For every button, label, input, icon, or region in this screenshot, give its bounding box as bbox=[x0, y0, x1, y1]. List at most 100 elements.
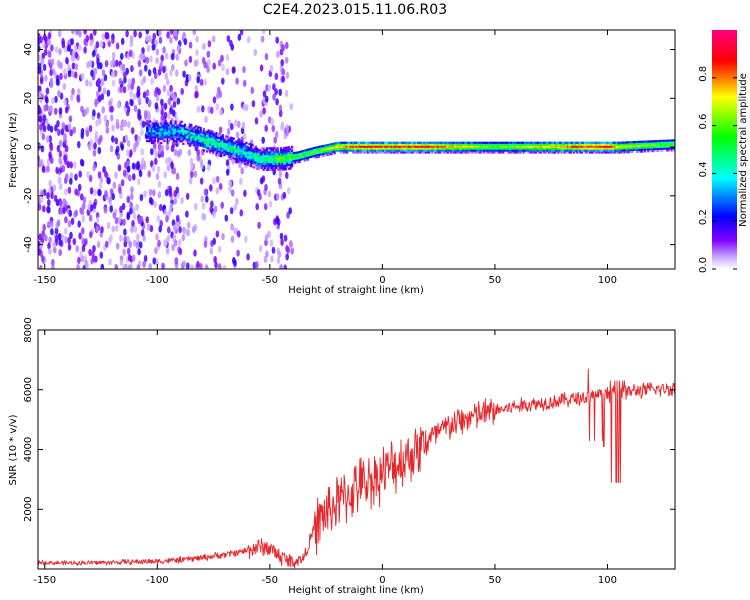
heatmap-cell bbox=[497, 147, 500, 150]
heatmap-cell bbox=[187, 130, 190, 133]
heatmap-cell bbox=[325, 154, 328, 157]
heatmap-cell bbox=[486, 149, 489, 152]
heatmap-cell bbox=[125, 30, 129, 38]
heatmap-cell bbox=[328, 149, 331, 152]
heatmap-cell bbox=[475, 149, 478, 152]
heatmap-cell bbox=[155, 124, 158, 127]
heatmap-cell bbox=[226, 143, 229, 146]
heatmap-cell bbox=[199, 136, 202, 139]
heatmap-cell bbox=[642, 140, 645, 143]
heatmap-cell bbox=[599, 151, 602, 154]
heatmap-cell bbox=[199, 138, 202, 141]
heatmap-cell bbox=[502, 147, 505, 150]
heatmap-cell bbox=[651, 150, 654, 153]
heatmap-cell bbox=[231, 156, 234, 159]
heatmap-cell bbox=[576, 147, 579, 150]
heatmap-cell bbox=[546, 147, 549, 150]
heatmap-cell bbox=[212, 131, 215, 134]
heatmap-cell bbox=[180, 132, 183, 135]
heatmap-cell bbox=[246, 152, 250, 155]
heatmap-cell bbox=[284, 152, 287, 155]
heatmap-cell bbox=[637, 148, 640, 151]
heatmap-cell bbox=[270, 168, 273, 171]
heatmap-cell bbox=[164, 52, 169, 60]
heatmap-cell bbox=[388, 149, 391, 152]
heatmap-cell bbox=[623, 151, 626, 154]
heatmap-cell bbox=[66, 44, 71, 53]
heatmap-cell bbox=[354, 143, 357, 146]
heatmap-cell bbox=[664, 147, 667, 150]
heatmap-cell bbox=[179, 138, 182, 141]
heatmap-cell bbox=[157, 138, 160, 141]
heatmap-cell bbox=[284, 160, 287, 163]
heatmap-cell bbox=[574, 147, 577, 150]
heatmap-cell bbox=[245, 149, 248, 152]
heatmap-cell bbox=[180, 136, 183, 139]
heatmap-cell bbox=[506, 151, 510, 154]
heatmap-cell bbox=[102, 87, 107, 95]
heatmap-cell bbox=[218, 90, 223, 98]
heatmap-cell bbox=[226, 149, 229, 152]
heatmap-cell bbox=[647, 150, 650, 153]
heatmap-cell bbox=[58, 139, 63, 148]
heatmap-cell bbox=[186, 262, 190, 269]
heatmap-cell bbox=[406, 141, 409, 144]
heatmap-cell bbox=[172, 138, 175, 141]
heatmap-cell bbox=[275, 166, 278, 169]
heatmap-cell bbox=[377, 147, 380, 150]
heatmap-cell bbox=[568, 149, 571, 152]
heatmap-cell bbox=[250, 159, 253, 162]
heatmap-cell bbox=[417, 145, 420, 148]
heatmap-cell bbox=[126, 195, 131, 203]
heatmap-cell bbox=[201, 133, 204, 136]
heatmap-cell bbox=[396, 145, 399, 148]
heatmap-cell bbox=[289, 157, 292, 160]
heatmap-cell bbox=[464, 149, 467, 152]
heatmap-cell bbox=[305, 149, 308, 152]
snr-ytick-label: 4000 bbox=[23, 437, 34, 462]
heatmap-cell bbox=[217, 245, 222, 253]
heatmap-cell bbox=[313, 150, 316, 154]
heatmap-cell bbox=[235, 146, 239, 149]
heatmap-cell bbox=[464, 147, 467, 150]
spectrogram-ytick-label: -20 bbox=[23, 188, 34, 204]
heatmap-cell bbox=[248, 152, 251, 155]
heatmap-cell bbox=[664, 141, 667, 144]
heatmap-cell bbox=[283, 158, 286, 161]
heatmap-cell bbox=[198, 143, 201, 147]
heatmap-cell bbox=[380, 141, 383, 144]
heatmap-cell bbox=[210, 134, 213, 137]
heatmap-cell bbox=[574, 145, 577, 148]
heatmap-cell bbox=[291, 145, 294, 148]
heatmap-cell bbox=[226, 128, 231, 136]
heatmap-cell bbox=[132, 212, 137, 220]
heatmap-cell bbox=[590, 149, 593, 152]
heatmap-cell bbox=[361, 145, 365, 148]
heatmap-cell bbox=[256, 152, 259, 155]
heatmap-cell bbox=[505, 143, 508, 146]
heatmap-cell bbox=[486, 151, 489, 154]
heatmap-cell bbox=[497, 151, 500, 154]
heatmap-cell bbox=[228, 138, 231, 141]
heatmap-cell bbox=[292, 156, 295, 159]
heatmap-cell bbox=[254, 159, 257, 162]
heatmap-cell bbox=[155, 258, 159, 267]
heatmap-cell bbox=[41, 41, 46, 49]
heatmap-cell bbox=[218, 148, 221, 151]
heatmap-cell bbox=[418, 147, 421, 150]
heatmap-cell bbox=[291, 159, 294, 162]
heatmap-cell bbox=[655, 140, 658, 143]
heatmap-cell bbox=[74, 209, 78, 217]
heatmap-cell bbox=[245, 157, 248, 160]
heatmap-cell bbox=[188, 125, 191, 128]
heatmap-cell bbox=[287, 159, 290, 163]
heatmap-cell bbox=[86, 171, 90, 179]
heatmap-cell bbox=[185, 128, 188, 131]
heatmap-cell bbox=[603, 141, 606, 144]
heatmap-cell bbox=[489, 147, 492, 150]
heatmap-cell bbox=[213, 143, 216, 146]
heatmap-cell bbox=[440, 141, 443, 144]
heatmap-cell bbox=[358, 149, 361, 152]
heatmap-cell bbox=[629, 147, 632, 150]
heatmap-cell bbox=[239, 153, 242, 156]
